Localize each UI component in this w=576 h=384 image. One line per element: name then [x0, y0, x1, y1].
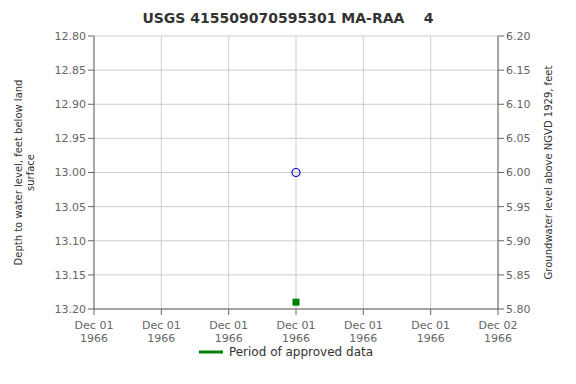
html-text:USGS 415509070595301 MA-RAA 4: USGS 415509070595301 MA-RAA 4	[142, 10, 434, 26]
html-text:Period of approved data: Period of approved data	[228, 345, 374, 359]
svg-text:13.05: 13.05	[55, 201, 87, 214]
svg-text:6.05: 6.05	[506, 132, 531, 145]
svg-text:Dec 011966: Dec 011966	[344, 319, 383, 345]
svg-text:6.10: 6.10	[506, 98, 531, 111]
svg-text:Groundwater level above NGVD 1: Groundwater level above NGVD 1929, feet	[543, 66, 554, 280]
svg-text:13.10: 13.10	[55, 235, 87, 248]
svg-text:Dec 011966: Dec 011966	[142, 319, 181, 345]
svg-text:Dec 011966: Dec 011966	[277, 319, 316, 345]
svg-text:6.20: 6.20	[506, 30, 531, 43]
svg-text:12.90: 12.90	[55, 98, 87, 111]
svg-text:Depth to water level, feet bel: Depth to water level, feet below landsur…	[13, 80, 36, 266]
svg-text:Dec 011966: Dec 011966	[411, 319, 450, 345]
svg-text:12.85: 12.85	[55, 64, 87, 77]
svg-text:Dec 021966: Dec 021966	[479, 319, 518, 345]
svg-text:5.80: 5.80	[506, 303, 531, 316]
svg-text:Dec 011966: Dec 011966	[75, 319, 114, 345]
svg-text:13.20: 13.20	[55, 303, 87, 316]
svg-text:5.85: 5.85	[506, 269, 531, 282]
svg-text:5.90: 5.90	[506, 235, 531, 248]
svg-text:12.95: 12.95	[55, 132, 87, 145]
svg-text:Dec 011966: Dec 011966	[209, 319, 248, 345]
svg-text:6.00: 6.00	[506, 166, 531, 179]
svg-text:6.15: 6.15	[506, 64, 531, 77]
svg-text:12.80: 12.80	[55, 30, 87, 43]
svg-text:13.15: 13.15	[55, 269, 87, 282]
svg-text:5.95: 5.95	[506, 201, 531, 214]
svg-text:13.00: 13.00	[55, 166, 87, 179]
